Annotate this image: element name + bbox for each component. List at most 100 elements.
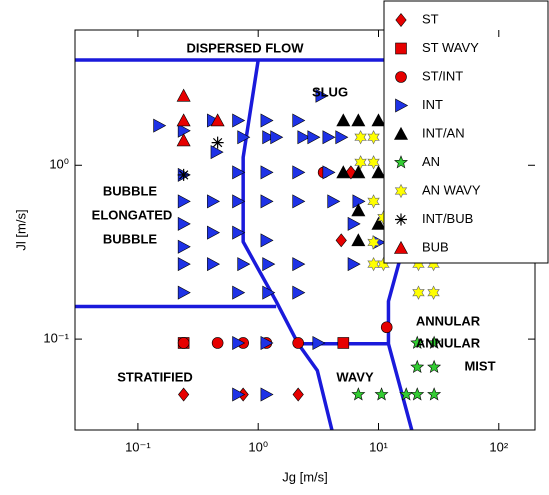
marker-circle <box>211 337 224 349</box>
marker-triangle <box>177 257 191 272</box>
marker-triangle <box>177 123 191 138</box>
marker-star <box>354 155 367 170</box>
marker-star <box>367 194 380 209</box>
region-label: STRATIFIED <box>117 369 193 384</box>
marker-triangle <box>393 126 409 140</box>
legend-box <box>383 0 549 264</box>
x-tick-label: 10² <box>489 439 508 454</box>
legend-label: AN WAVY <box>422 182 481 197</box>
legend-label: ST WAVY <box>422 40 479 55</box>
marker-triangle <box>260 113 274 128</box>
region-label: ELONGATED <box>92 207 173 222</box>
marker-asterisk <box>177 168 190 181</box>
marker-star <box>374 387 389 401</box>
x-axis-label: Jg [m/s] <box>282 469 328 484</box>
region-label: DISPERSED FLOW <box>186 40 304 55</box>
marker-triangle <box>177 285 191 300</box>
marker-triangle <box>232 335 246 350</box>
marker-triangle <box>176 133 191 147</box>
marker-triangle <box>335 130 349 145</box>
marker-star <box>394 155 408 169</box>
marker-triangle <box>153 118 167 133</box>
marker-star <box>367 130 380 145</box>
marker-diamond <box>335 233 347 248</box>
marker-triangle <box>351 165 366 179</box>
marker-circle <box>292 337 304 349</box>
y-tick-label: 10⁻¹ <box>43 331 69 346</box>
legend-label: ST/INT <box>422 68 463 83</box>
marker-star <box>427 285 440 300</box>
marker-triangle <box>351 233 366 247</box>
marker-triangle <box>292 257 306 272</box>
legend-label: INT/AN <box>422 125 465 140</box>
marker-diamond <box>178 387 190 402</box>
marker-triangle <box>262 285 276 300</box>
region-label: BUBBLE <box>103 231 157 246</box>
marker-triangle <box>292 285 306 300</box>
marker-triangle <box>322 130 336 145</box>
marker-triangle <box>177 194 191 209</box>
y-tick-label: 10⁰ <box>49 157 69 172</box>
marker-triangle <box>347 257 361 272</box>
x-tick-label: 10⁰ <box>248 439 268 454</box>
marker-triangle <box>262 257 276 272</box>
marker-triangle <box>371 113 386 127</box>
marker-asterisk <box>395 213 407 226</box>
marker-triangle <box>237 257 251 272</box>
legend-label: AN <box>422 154 440 169</box>
marker-star <box>427 335 442 349</box>
marker-triangle <box>336 165 351 179</box>
plot <box>75 58 535 430</box>
legend: ST ST WAVY ST/INT INT INT/AN AN AN WAVY INT/BUB… <box>383 0 549 264</box>
marker-triangle <box>177 239 191 254</box>
region-label: ANNULAR <box>416 313 481 328</box>
marker-triangle <box>176 113 191 127</box>
marker-triangle <box>292 113 306 128</box>
legend-label: INT <box>422 97 443 112</box>
marker-triangle <box>260 194 274 209</box>
marker-triangle <box>210 113 225 127</box>
y-axis-label: Jl [m/s] <box>13 209 28 250</box>
marker-square <box>337 337 350 349</box>
marker-triangle <box>297 130 311 145</box>
marker-triangle <box>260 233 274 248</box>
marker-star <box>412 285 425 300</box>
marker-triangle <box>270 130 284 145</box>
marker-triangle <box>210 145 224 160</box>
marker-circle <box>395 71 407 83</box>
marker-circle <box>177 337 190 349</box>
marker-triangle <box>176 88 191 102</box>
marker-triangle <box>177 216 191 231</box>
marker-triangle <box>393 240 409 254</box>
marker-square <box>395 42 407 55</box>
marker-triangle <box>292 194 306 209</box>
marker-triangle <box>336 113 351 127</box>
marker-star <box>410 387 425 401</box>
marker-star <box>367 155 380 170</box>
legend-label: INT/BUB <box>422 211 473 226</box>
marker-triangle <box>237 130 251 145</box>
marker-circle <box>380 321 393 334</box>
marker-triangle <box>347 216 361 231</box>
marker-triangle <box>315 88 329 103</box>
marker-triangle <box>232 113 246 128</box>
region-label: MIST <box>464 358 495 373</box>
marker-triangle <box>260 387 274 402</box>
marker-triangle <box>312 335 326 350</box>
marker-triangle <box>232 225 246 240</box>
x-tick-label: 10¹ <box>369 439 388 454</box>
legend-label: ST <box>422 11 439 26</box>
marker-triangle <box>307 130 321 145</box>
marker-triangle <box>327 194 341 209</box>
marker-triangle <box>232 387 246 402</box>
marker-triangle <box>371 216 386 230</box>
marker-diamond <box>292 387 304 402</box>
marker-diamond <box>395 13 407 27</box>
region-label: WAVY <box>336 369 374 384</box>
marker-triangle <box>395 98 409 113</box>
marker-star <box>410 335 425 349</box>
x-tick-label: 10⁻¹ <box>125 439 151 454</box>
marker-star <box>410 359 425 374</box>
region-label: BUBBLE <box>103 183 157 198</box>
marker-star <box>351 387 366 401</box>
